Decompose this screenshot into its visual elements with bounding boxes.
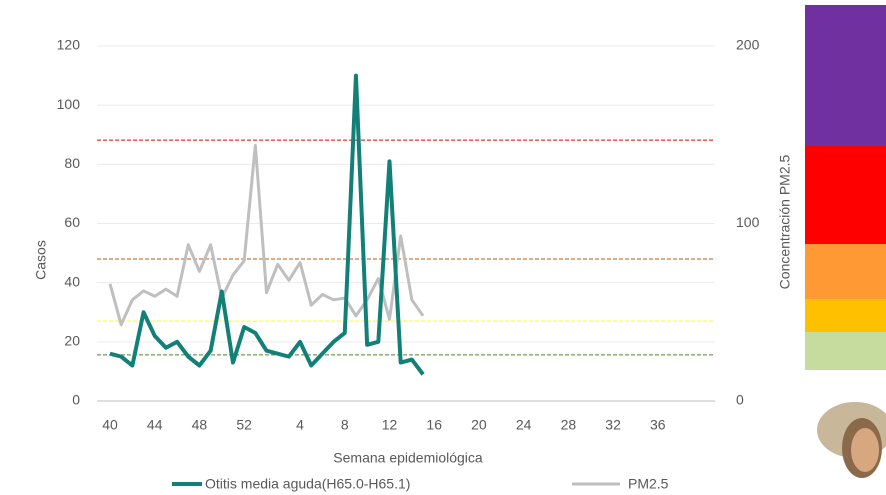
x-tick-label: 20 xyxy=(471,417,487,433)
series-line xyxy=(108,143,425,327)
y-tick-label: 80 xyxy=(64,155,80,171)
y2-tick-label: 200 xyxy=(736,37,760,53)
y-tick-label: 0 xyxy=(72,392,80,408)
aqi-band xyxy=(805,299,886,332)
x-tick-label: 44 xyxy=(147,417,163,433)
series-line xyxy=(109,73,425,376)
x-axis-title: Semana epidemiológica xyxy=(333,450,483,466)
y-tick-label: 40 xyxy=(64,273,80,289)
y2-tick-label: 0 xyxy=(736,392,744,408)
legend-label: PM2.5 xyxy=(628,476,669,492)
x-tick-label: 24 xyxy=(516,417,532,433)
y2-tick-label: 100 xyxy=(736,214,760,230)
y-tick-label: 120 xyxy=(57,37,81,53)
aqi-band xyxy=(805,332,886,370)
x-tick-label: 40 xyxy=(102,417,118,433)
aqi-band xyxy=(805,5,886,146)
x-tick-label: 16 xyxy=(426,417,442,433)
y-tick-label: 20 xyxy=(64,333,80,349)
x-tick-label: 52 xyxy=(236,417,252,433)
x-tick-label: 4 xyxy=(296,417,304,433)
x-tick-label: 28 xyxy=(561,417,577,433)
y2-axis-title: Concentración PM2.5 xyxy=(777,154,793,289)
x-tick-label: 48 xyxy=(192,417,208,433)
y-tick-label: 60 xyxy=(64,214,80,230)
y-axis-title: Casos xyxy=(33,240,49,280)
portrait xyxy=(817,402,886,478)
x-tick-label: 8 xyxy=(341,417,349,433)
aqi-band xyxy=(805,244,886,299)
x-tick-label: 12 xyxy=(382,417,398,433)
aqi-band xyxy=(805,146,886,244)
x-tick-label: 32 xyxy=(605,417,621,433)
legend-label: Otitis media aguda(H65.0-H65.1) xyxy=(205,476,410,492)
x-tick-label: 36 xyxy=(650,417,666,433)
y-tick-label: 100 xyxy=(57,96,81,112)
